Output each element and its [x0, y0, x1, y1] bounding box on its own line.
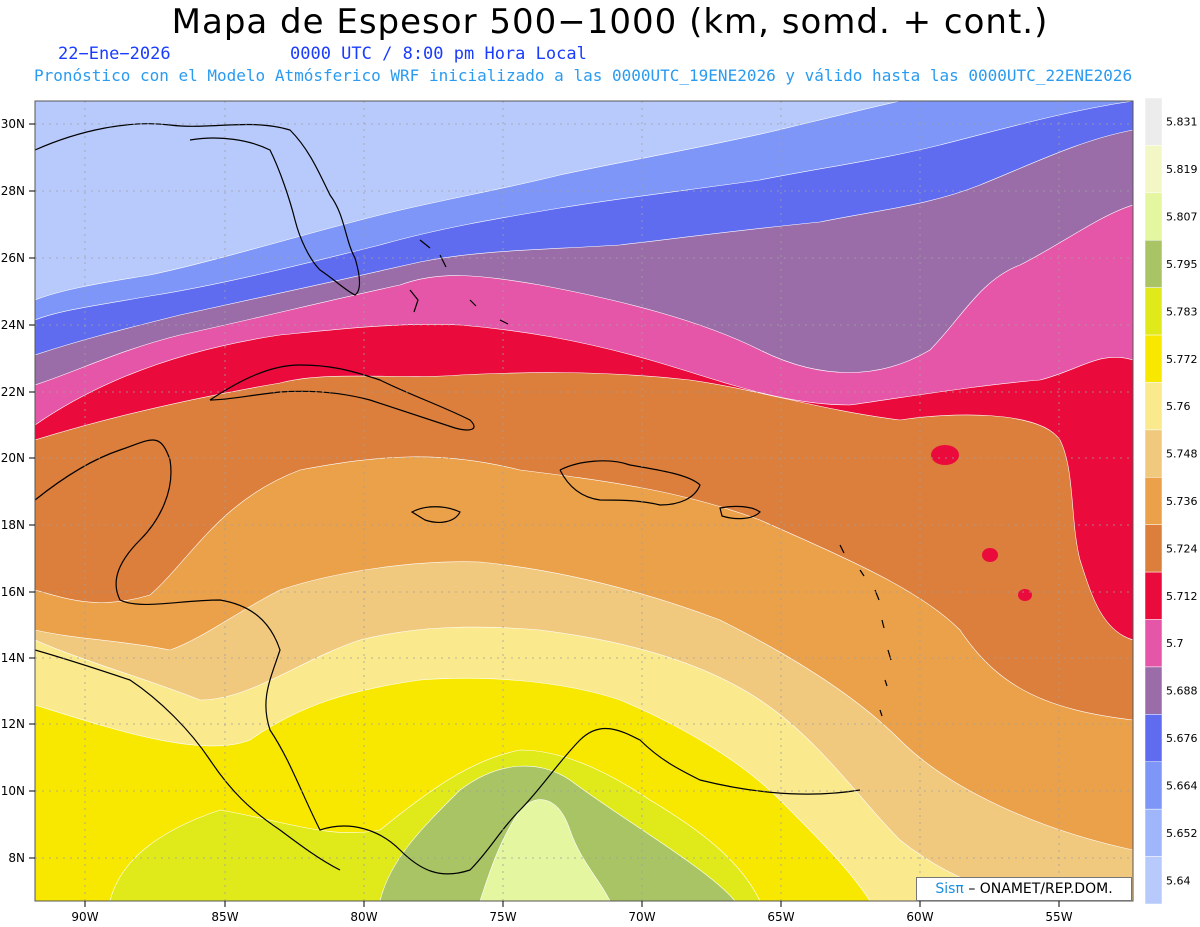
forecast-description: Pronóstico con el Modelo Atmósferico WRF…: [34, 66, 1133, 85]
colorbar-label: 5.807: [1166, 211, 1198, 224]
colorbar-label: 5.772: [1166, 353, 1198, 366]
colorbar-swatch: [1144, 239, 1163, 288]
lat-label: 24N: [1, 318, 25, 332]
colorbar-swatch: [1144, 429, 1163, 478]
colorbar-label: 5.795: [1166, 258, 1198, 271]
colorbar-label: 5.831: [1166, 116, 1198, 129]
credit-box: Sisπ – ONAMET/REP.DOM.: [916, 877, 1132, 901]
colorbar-label: 5.712: [1166, 590, 1198, 603]
lon-label: 55W: [1045, 910, 1072, 924]
lat-labels: 30N 28N 26N 24N 22N 20N 18N 16N 14N 12N …: [1, 117, 25, 865]
colorbar-swatch: [1144, 287, 1163, 336]
colorbar-swatch: [1144, 145, 1163, 194]
lat-label: 26N: [1, 251, 25, 265]
lon-label: 85W: [211, 910, 238, 924]
blob-c: [931, 445, 959, 465]
map-frame: [34, 100, 1134, 902]
lat-label: 10N: [1, 784, 25, 798]
map-title: Mapa de Espesor 500−1000 (km, somd. + co…: [171, 2, 1049, 42]
colorbar-label: 5.7: [1166, 637, 1184, 650]
lat-label: 20N: [1, 451, 25, 465]
credit-org: – ONAMET/REP.DOM.: [968, 881, 1113, 897]
lon-label: 90W: [71, 910, 98, 924]
lon-label: 80W: [350, 910, 377, 924]
colorbar-label: 5.783: [1166, 305, 1198, 318]
colorbar-swatch: [1144, 808, 1163, 857]
colorbar-swatch: [1144, 571, 1163, 620]
blob-a: [982, 548, 998, 562]
colorbar-label: 5.724: [1166, 542, 1198, 555]
colorbar-label: 5.688: [1166, 685, 1198, 698]
lat-label: 12N: [1, 717, 25, 731]
band-5640: [35, 101, 901, 301]
lat-label: 14N: [1, 651, 25, 665]
band-5795: [479, 799, 611, 901]
lon-label: 65W: [767, 910, 794, 924]
colorbar-swatch: [1144, 382, 1163, 431]
lon-labels: 90W 85W 80W 75W 70W 65W 60W 55W: [71, 910, 1072, 924]
colorbar-label: 5.819: [1166, 163, 1198, 176]
colorbar-swatch: [1144, 334, 1163, 383]
forecast-time: 0000 UTC / 8:00 pm Hora Local: [290, 44, 587, 64]
colorbar-swatch: [1144, 192, 1163, 241]
credit-logo: Sisπ: [935, 881, 964, 897]
colorbar-label: 5.64: [1166, 874, 1191, 887]
lat-ticks: [29, 123, 1060, 907]
lat-label: 16N: [1, 585, 25, 599]
colorbar-swatch: [1144, 97, 1163, 146]
forecast-date: 22−Ene−2026: [58, 44, 171, 64]
colorbar-label: 5.748: [1166, 448, 1198, 461]
colorbar-swatch: [1144, 856, 1163, 905]
colorbar-label: 5.664: [1166, 779, 1198, 792]
colorbar-swatch: [1144, 666, 1163, 715]
colorbar-label: 5.736: [1166, 495, 1198, 508]
colorbar-swatch: [1144, 714, 1163, 763]
lon-label: 75W: [489, 910, 516, 924]
colorbar-label: 5.652: [1166, 827, 1198, 840]
colorbar-swatch: [1144, 477, 1163, 525]
lat-label: 18N: [1, 518, 25, 532]
colorbar-swatch: [1144, 619, 1163, 668]
colorbar-swatch: [1144, 761, 1163, 810]
lat-label: 30N: [1, 117, 25, 131]
colorbar-label: 5.76: [1166, 400, 1191, 413]
lat-label: 22N: [1, 385, 25, 399]
colorbar-label: 5.676: [1166, 732, 1198, 745]
lon-label: 60W: [906, 910, 933, 924]
colorbar: 5.831 5.819 5.807 5.795 5.783 5.772 5.76 5.748 5…: [1144, 97, 1198, 905]
lat-label: 28N: [1, 184, 25, 198]
lat-label: 8N: [8, 851, 25, 865]
blob-b: [1018, 589, 1032, 601]
graticule: [35, 101, 1133, 901]
coastlines: [35, 123, 892, 875]
lon-label: 70W: [628, 910, 655, 924]
colorbar-swatch: [1144, 524, 1163, 573]
